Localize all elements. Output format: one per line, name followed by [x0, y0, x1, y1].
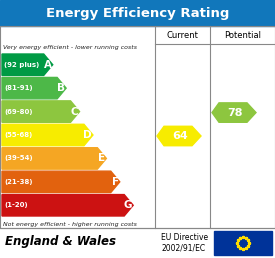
Text: Not energy efficient - higher running costs: Not energy efficient - higher running co… [3, 222, 137, 227]
Bar [214, 231, 272, 255]
Bar [0, 26, 275, 228]
Text: (81-91): (81-91) [4, 85, 33, 91]
Text: Potential: Potential [224, 30, 261, 39]
Text: A: A [44, 60, 52, 70]
Text: (69-80): (69-80) [4, 109, 32, 115]
Text: D: D [83, 130, 92, 140]
Text: EU Directive: EU Directive [161, 233, 208, 243]
Polygon shape [2, 124, 93, 146]
Text: 64: 64 [172, 131, 188, 141]
Polygon shape [2, 171, 120, 192]
Text: C: C [71, 107, 79, 117]
Text: G: G [124, 200, 132, 210]
Polygon shape [2, 54, 53, 75]
Text: Current: Current [167, 30, 199, 39]
Text: B: B [57, 83, 65, 93]
Text: Energy Efficiency Rating: Energy Efficiency Rating [46, 6, 229, 20]
Text: E: E [98, 154, 105, 163]
Text: (92 plus): (92 plus) [4, 62, 39, 68]
Text: England & Wales: England & Wales [5, 236, 116, 248]
Text: F: F [112, 177, 119, 187]
Text: (39-54): (39-54) [4, 155, 33, 162]
Polygon shape [212, 103, 256, 122]
Text: (55-68): (55-68) [4, 132, 32, 138]
Text: 78: 78 [227, 108, 243, 118]
Polygon shape [2, 195, 133, 216]
Polygon shape [2, 148, 106, 169]
Polygon shape [2, 77, 66, 99]
Text: Very energy efficient - lower running costs: Very energy efficient - lower running co… [3, 45, 137, 50]
Text: (1-20): (1-20) [4, 202, 28, 208]
Text: (21-38): (21-38) [4, 179, 32, 185]
Bar [0, 0, 275, 26]
Text: 2002/91/EC: 2002/91/EC [161, 244, 205, 253]
Polygon shape [2, 101, 79, 122]
Polygon shape [157, 126, 201, 146]
